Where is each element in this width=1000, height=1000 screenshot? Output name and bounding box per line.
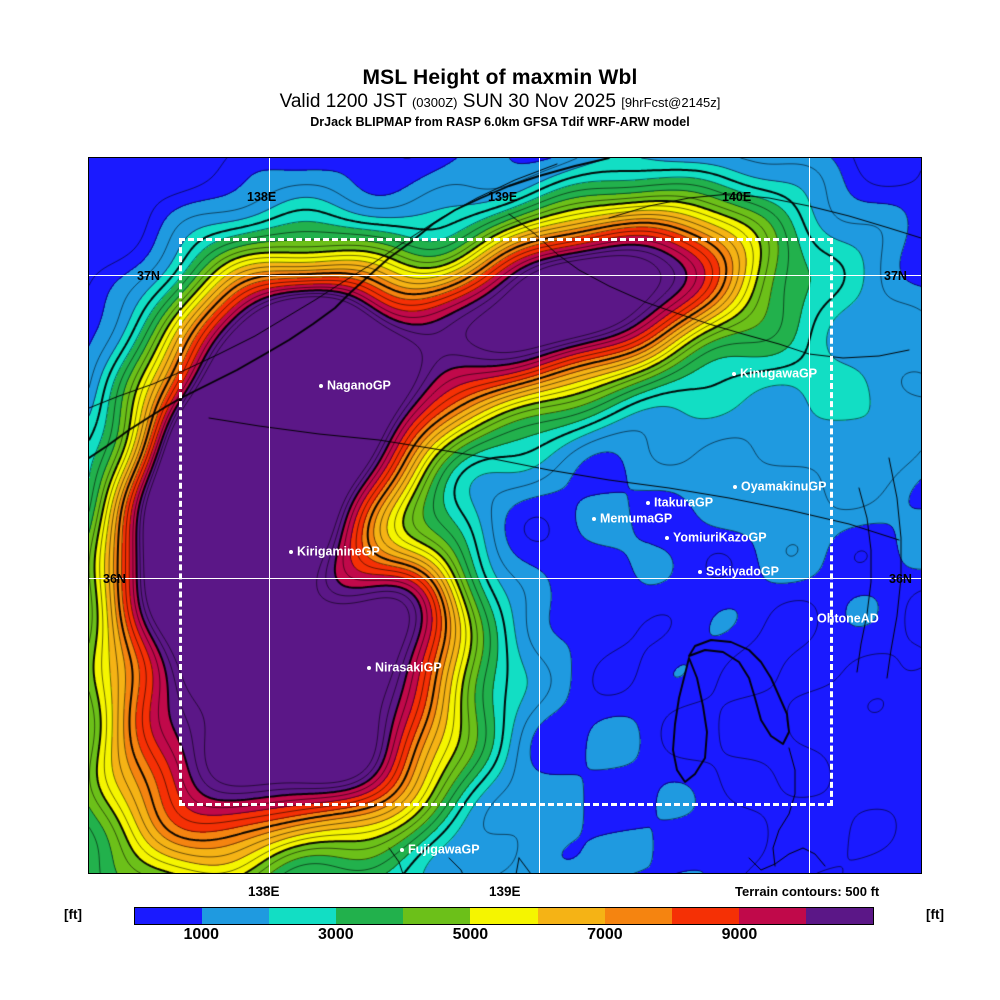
station-dot-icon bbox=[665, 535, 669, 540]
colorbar-segment bbox=[269, 908, 337, 924]
lon-label-bottom-138: 138E bbox=[248, 884, 280, 899]
graticule-lat-37 bbox=[89, 275, 921, 276]
station-label: SckiyadoGP bbox=[706, 564, 779, 579]
colorbar-unit-left: [ft] bbox=[64, 907, 82, 922]
station-marker[interactable]: MemumaGP bbox=[592, 512, 672, 525]
model-source-line: DrJack BLIPMAP from RASP 6.0km GFSA Tdif… bbox=[310, 115, 690, 129]
station-label: NirasakiGP bbox=[375, 660, 442, 675]
valid-utc: (0300Z) bbox=[411, 95, 458, 110]
lon-label-bottom-139: 139E bbox=[489, 884, 521, 899]
terrain-contour-note: Terrain contours: 500 ft bbox=[735, 884, 880, 899]
station-dot-icon bbox=[289, 549, 293, 554]
station-dot-icon bbox=[319, 383, 323, 388]
lat-label-left-36: 36N bbox=[103, 572, 126, 586]
station-marker[interactable]: OyamakinuGP bbox=[733, 480, 826, 493]
page-title: MSL Height of maxmin Wbl bbox=[362, 66, 638, 89]
colorbar-segment bbox=[336, 908, 404, 924]
station-dot-icon bbox=[646, 500, 650, 505]
colorbar-segment bbox=[202, 908, 270, 924]
colorbar-segment bbox=[135, 908, 203, 924]
station-label: NaganoGP bbox=[327, 378, 391, 393]
station-label: OyamakinuGP bbox=[741, 479, 827, 494]
valid-prefix: Valid 1200 JST bbox=[279, 91, 407, 112]
station-marker[interactable]: YomiuriKazoGP bbox=[665, 531, 767, 544]
station-label: YomiuriKazoGP bbox=[673, 530, 767, 545]
station-marker[interactable]: ItakuraGP bbox=[646, 496, 713, 509]
model-domain-box bbox=[179, 238, 833, 806]
station-marker[interactable]: NaganoGP bbox=[319, 379, 391, 392]
colorbar-tick-label: 9000 bbox=[721, 926, 758, 943]
valid-time-line: Valid 1200 JST (0300Z) SUN 30 Nov 2025 [… bbox=[0, 90, 1000, 114]
forecast-tag: [9hrFcst@2145z] bbox=[621, 95, 721, 110]
lon-label-top-139: 139E bbox=[488, 190, 518, 204]
valid-date: SUN 30 Nov 2025 bbox=[462, 91, 616, 112]
station-dot-icon bbox=[592, 516, 596, 521]
station-marker[interactable]: NirasakiGP bbox=[367, 661, 442, 674]
colorbar-segment bbox=[470, 908, 538, 924]
lat-label-left-37: 37N bbox=[137, 269, 160, 283]
station-label: MemumaGP bbox=[600, 511, 673, 526]
colorbar-gradient[interactable] bbox=[134, 907, 874, 925]
station-label: ItakuraGP bbox=[654, 495, 714, 510]
station-marker[interactable]: SckiyadoGP bbox=[698, 565, 779, 578]
station-label: FujigawaGP bbox=[408, 842, 480, 857]
colorbar-segment bbox=[738, 908, 806, 924]
graticule-lon-139 bbox=[539, 158, 540, 873]
station-label: KirigamineGP bbox=[297, 544, 380, 559]
station-marker[interactable]: FujigawaGP bbox=[400, 843, 480, 856]
graticule-lat-36 bbox=[89, 578, 921, 579]
colorbar-segment bbox=[537, 908, 605, 924]
station-dot-icon bbox=[809, 616, 813, 621]
colorbar-segment bbox=[604, 908, 672, 924]
station-dot-icon bbox=[400, 847, 404, 852]
title-block: MSL Height of maxmin Wbl Valid 1200 JST … bbox=[0, 66, 1000, 130]
colorbar-tick-label: 3000 bbox=[318, 926, 354, 943]
colorbar-tick-label: 7000 bbox=[587, 926, 623, 943]
station-dot-icon bbox=[367, 665, 371, 670]
colorbar-segment bbox=[403, 908, 471, 924]
lon-label-top-138: 138E bbox=[247, 190, 277, 204]
station-dot-icon bbox=[733, 484, 737, 489]
colorbar-unit-right: [ft] bbox=[926, 907, 944, 922]
station-marker[interactable]: OhtoneAD bbox=[809, 612, 879, 625]
graticule-lon-138 bbox=[269, 158, 270, 873]
station-label: OhtoneAD bbox=[817, 611, 879, 626]
lat-label-right-36: 36N bbox=[889, 572, 912, 586]
contour-field-canvas bbox=[89, 158, 921, 873]
colorbar-segment bbox=[805, 908, 874, 924]
colorbar-tick-label: 1000 bbox=[183, 926, 220, 943]
weather-map[interactable]: 138E 139E 140E 37N 36N 37N 36N NaganoGP K… bbox=[88, 157, 922, 874]
station-label: KinugawaGP bbox=[740, 366, 818, 381]
colorbar-tick-label: 5000 bbox=[452, 926, 489, 943]
colorbar-segment bbox=[671, 908, 739, 924]
lon-label-top-140: 140E bbox=[722, 190, 752, 204]
station-dot-icon bbox=[732, 371, 736, 376]
station-dot-icon bbox=[698, 569, 702, 574]
lat-label-right-37: 37N bbox=[884, 269, 907, 283]
graticule-lon-140 bbox=[809, 158, 810, 873]
station-marker[interactable]: KirigamineGP bbox=[289, 545, 380, 558]
colorbar[interactable]: [ft] [ft] 1000 3000 5000 7000 9000 bbox=[64, 907, 944, 947]
station-marker[interactable]: KinugawaGP bbox=[732, 367, 817, 380]
colorbar-ticks: 1000 3000 5000 7000 9000 bbox=[134, 926, 874, 946]
